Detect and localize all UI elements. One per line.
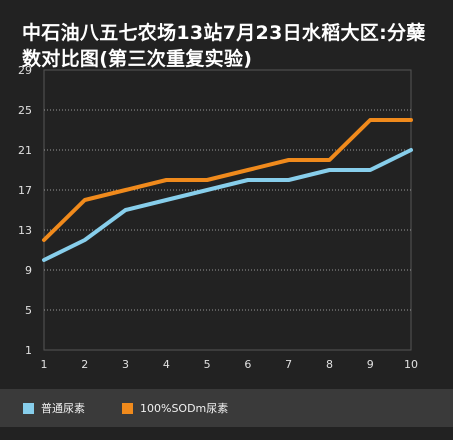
y-tick-label: 29 xyxy=(18,64,32,77)
series-line-1 xyxy=(42,148,413,262)
legend-swatch-series-1 xyxy=(23,402,34,414)
y-tick-label: 1 xyxy=(25,344,32,357)
x-tick-label: 7 xyxy=(285,358,292,371)
legend-label-series-1: 普通尿素 xyxy=(41,402,85,415)
x-tick-label: 5 xyxy=(204,358,211,371)
plot-area xyxy=(43,69,412,351)
y-tick-label: 25 xyxy=(18,104,32,117)
y-tick-label: 5 xyxy=(25,304,32,317)
x-tick-label: 3 xyxy=(122,358,129,371)
x-tick-label: 10 xyxy=(404,358,418,371)
legend-label-series-2: 100%SODm尿素 xyxy=(140,402,229,415)
y-tick-label: 17 xyxy=(18,184,32,197)
y-tick-label: 13 xyxy=(18,224,32,237)
legend: 普通尿素 100%SODm尿素 xyxy=(0,389,453,427)
legend-item-series-2[interactable]: 100%SODm尿素 xyxy=(122,389,228,427)
legend-swatch-series-2 xyxy=(122,402,133,414)
x-tick-label: 1 xyxy=(41,358,48,371)
x-tick-label: 9 xyxy=(367,358,374,371)
y-tick-label: 9 xyxy=(25,264,32,277)
x-tick-label: 8 xyxy=(326,358,333,371)
x-tick-label: 6 xyxy=(244,358,251,371)
series-line-2 xyxy=(42,118,413,242)
x-tick-label: 2 xyxy=(81,358,88,371)
x-tick-label: 4 xyxy=(163,358,170,371)
chart-title: 中石油八五七农场13站7月23日水稻大区:分蘖数对比图(第三次重复实验) xyxy=(22,22,426,70)
legend-item-series-1[interactable]: 普通尿素 xyxy=(23,389,85,427)
y-tick-label: 21 xyxy=(18,144,32,157)
